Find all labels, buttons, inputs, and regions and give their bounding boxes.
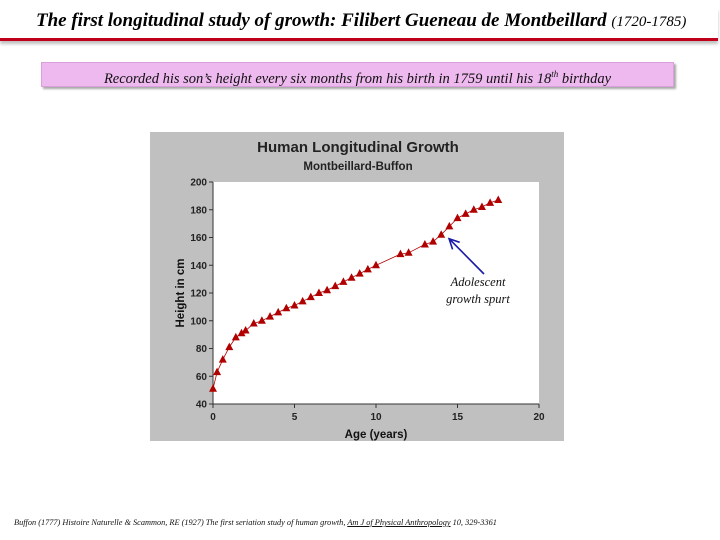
data-point	[494, 195, 503, 204]
data-point	[290, 300, 299, 309]
x-tick-label: 10	[370, 412, 382, 423]
data-point	[404, 248, 413, 256]
reference-text: Buffon (1777) Histoire Naturelle & Scamm…	[14, 518, 348, 527]
subtitle-superscript: th	[551, 69, 559, 79]
subtitle-box: Recorded his son’s height every six mont…	[41, 62, 674, 87]
y-tick-label: 140	[190, 261, 207, 272]
data-point	[274, 307, 283, 316]
subtitle-text-end: birthday	[558, 70, 612, 87]
data-point	[331, 281, 340, 290]
chart-title: Human Longitudinal Growth	[257, 139, 459, 156]
data-point	[218, 355, 227, 363]
data-point	[266, 312, 275, 320]
title-main: The first longitudinal study of growth:	[36, 10, 337, 31]
data-point	[306, 292, 315, 301]
chart-svg: Human Longitudinal Growth Montbeillard-B…	[150, 132, 564, 441]
y-tick-label: 160	[190, 233, 207, 244]
y-tick-label: 80	[196, 344, 208, 355]
data-point	[486, 198, 495, 206]
data-point	[314, 288, 323, 296]
data-point	[372, 260, 380, 269]
data-point	[323, 285, 332, 294]
data-point	[445, 221, 454, 230]
data-point	[420, 239, 429, 248]
subtitle-text: Recorded his son’s height every six mont…	[103, 70, 552, 87]
data-point	[355, 269, 364, 277]
title-years: (1720-1785)	[611, 14, 687, 30]
data-point	[363, 264, 372, 273]
data-point	[437, 230, 446, 238]
data-point	[237, 328, 246, 337]
y-tick-label: 200	[190, 178, 207, 189]
annotation-arrow-head	[447, 237, 460, 250]
reference-citation: Buffon (1777) Histoire Naturelle & Scamm…	[14, 518, 497, 527]
data-point	[257, 316, 266, 324]
data-point	[429, 237, 438, 245]
y-tick-label: 40	[196, 400, 208, 411]
y-tick-label: 100	[190, 316, 207, 327]
annotation-line2: growth spurt	[446, 292, 510, 306]
y-tick-label: 60	[196, 372, 208, 383]
data-point	[249, 319, 258, 327]
data-point	[347, 273, 356, 281]
data-point	[225, 342, 234, 351]
axes: 0 5 10 15 20 40 60 80 100 120 140 160 180 200	[190, 178, 545, 424]
x-tick-label: 20	[533, 412, 545, 423]
data-point	[339, 277, 348, 285]
data-point	[209, 384, 217, 392]
x-tick-label: 5	[292, 412, 298, 423]
data-point	[477, 202, 486, 210]
series-height	[209, 195, 503, 392]
chart-subtitle: Montbeillard-Buffon	[303, 161, 412, 173]
data-point	[453, 213, 462, 222]
title-name: Filibert Gueneau de Montbeillard	[341, 10, 607, 31]
data-point	[469, 205, 478, 213]
data-point	[396, 249, 405, 258]
annotation-line1: Adolescent	[450, 275, 506, 289]
data-point	[241, 325, 250, 334]
data-point	[213, 367, 222, 376]
y-tick-label: 120	[190, 289, 207, 300]
y-tick-label: 180	[190, 205, 207, 216]
plot-area	[213, 182, 539, 404]
data-point	[298, 296, 307, 305]
data-point	[461, 209, 470, 217]
reference-text-end: 10, 329-3361	[450, 518, 497, 527]
x-tick-label: 0	[210, 412, 216, 423]
x-tick-label: 15	[452, 412, 464, 423]
data-point	[282, 303, 291, 312]
data-point	[231, 332, 240, 341]
title-bar	[0, 8, 718, 41]
slide-title: The first longitudinal study of growth: …	[36, 10, 686, 32]
annotation-arrow-shaft	[448, 238, 485, 275]
y-axis-label: Height in cm	[175, 258, 187, 327]
reference-journal: Am J of Physical Anthropology	[347, 518, 451, 527]
x-axis-label: Age (years)	[345, 429, 408, 441]
chart: Human Longitudinal Growth Montbeillard-B…	[150, 132, 564, 441]
annotation: Adolescent growth spurt	[446, 237, 510, 306]
